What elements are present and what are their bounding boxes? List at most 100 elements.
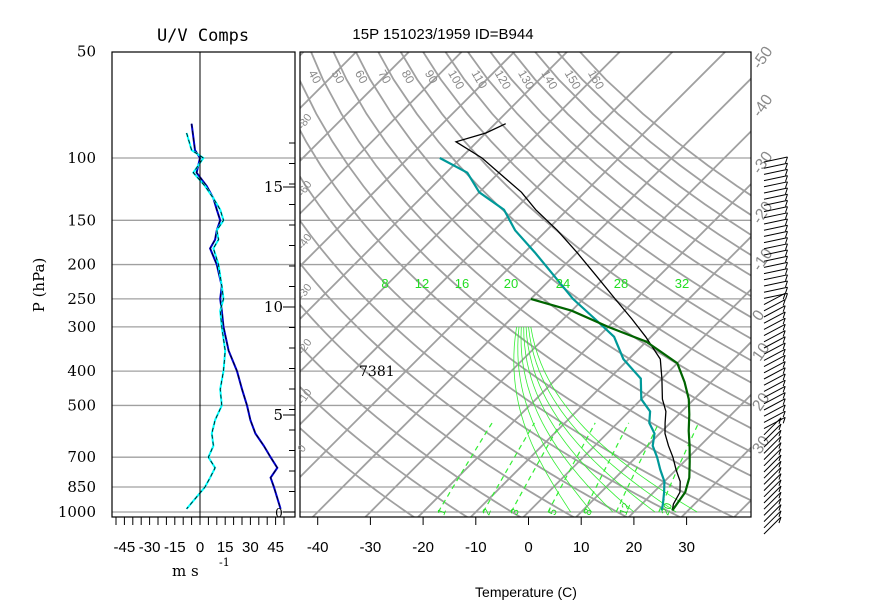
dry-adiabat — [300, 344, 522, 517]
dry-adiabat — [332, 52, 751, 430]
mixing-ratio-label: 28 — [614, 276, 628, 291]
wind-barb-flag — [778, 448, 782, 455]
wind-barb-staff — [763, 292, 786, 306]
wind-barb-flag — [782, 348, 786, 356]
wind-barb-staff — [763, 454, 782, 473]
dry-adiabat — [300, 385, 469, 517]
isotherm — [300, 52, 569, 321]
wind-barb-staff — [763, 410, 786, 423]
wind-barb-staff — [763, 361, 786, 374]
wind-barb-staff — [763, 206, 788, 213]
wind-barb-staff — [763, 261, 788, 268]
dry-adiabat — [354, 52, 751, 407]
wind-barb-staff — [763, 398, 786, 411]
mixing-ratio-line — [547, 422, 596, 513]
wind-barb-flag — [782, 311, 786, 319]
temp-x-tick-label: -30 — [360, 539, 382, 556]
wind-barb-flag — [785, 268, 788, 275]
wind-barb-staff — [763, 423, 782, 442]
pressure-tick-label: 300 — [67, 318, 96, 336]
isotherm — [416, 182, 751, 517]
wind-barb-flag — [778, 516, 782, 524]
uv-x-tick-label: -45 — [114, 539, 136, 556]
theta-label: 90 — [422, 68, 441, 87]
x-axis-label: Temperature (C) — [475, 584, 577, 600]
pressure-tick-label: 1000 — [58, 503, 96, 521]
moist-adiabat — [523, 326, 635, 513]
moist-adiabat — [525, 326, 656, 513]
moist-adiabat — [530, 326, 698, 513]
wind-barb-flag — [778, 492, 782, 499]
uv-x-label-exponent: -1 — [219, 556, 230, 569]
mixing-ratio-bottom-label: 1 — [436, 507, 449, 517]
wind-barb-staff — [763, 436, 782, 454]
wind-barb-staff — [763, 255, 788, 262]
mixing-ratio-bottom-label: 5 — [547, 507, 560, 517]
uv-x-label-text: m s — [172, 562, 199, 580]
mixing-ratio-bottom-label: 20 — [660, 501, 675, 517]
temp-x-tick-label: 10 — [573, 539, 590, 556]
mixing-ratio-line — [510, 422, 562, 513]
wind-barb-flag — [782, 367, 786, 374]
wind-barb-staff — [763, 516, 782, 535]
wind-barb-staff — [763, 168, 788, 175]
dry-adiabat — [300, 78, 751, 477]
wind-barb-staff — [763, 429, 782, 448]
isotherm — [680, 446, 751, 517]
wind-barb-flag — [782, 373, 786, 381]
wind-barb-staff — [763, 510, 782, 529]
wind-barb-staff — [763, 218, 788, 225]
uv-panel-frame — [111, 51, 296, 518]
wind-barb-staff — [763, 367, 786, 380]
wind-barb-staff — [763, 187, 788, 194]
isotherm — [300, 52, 305, 57]
theta-label: 140 — [538, 68, 560, 93]
theta-label: 50 — [329, 68, 348, 87]
dry-adiabat — [399, 52, 751, 362]
dry-adiabat — [310, 52, 751, 453]
pressure-tick-label: 150 — [67, 211, 96, 229]
isotherm-edge-label: -10 — [296, 387, 315, 407]
isotherm-label: -20 — [749, 199, 776, 228]
uv-x-tick-label: -30 — [139, 539, 161, 556]
uv-x-tick-label: 0 — [196, 539, 204, 556]
uv-x-label: m s -1 — [172, 556, 230, 580]
mixing-ratio-label: 20 — [504, 276, 518, 291]
wind-barb-staff — [763, 199, 788, 206]
wind-barb-flag — [778, 430, 782, 437]
wind-barb-flag — [778, 473, 782, 480]
temp-x-tick-label: -20 — [412, 539, 434, 556]
mixing-ratio-bottom-label: 3 — [509, 507, 522, 517]
wind-barb-staff — [763, 274, 788, 281]
mixing-ratio-line — [437, 422, 493, 513]
wind-barb-flag — [782, 330, 786, 337]
theta-label: 80 — [399, 68, 418, 87]
theta-label: 70 — [375, 68, 394, 87]
height-label: 5 — [273, 406, 283, 424]
wind-barb-flag — [778, 467, 782, 474]
wind-barbs — [763, 156, 788, 535]
wind-barb-flag — [785, 262, 788, 269]
wind-barb-flag — [782, 336, 786, 343]
theta-label: 60 — [352, 68, 371, 87]
wind-barb-flag — [785, 274, 788, 281]
pressure-tick-label: 700 — [67, 448, 96, 466]
wind-barb-flag — [785, 225, 788, 232]
wind-barb-staff — [763, 280, 788, 287]
mixing-ratio-line — [615, 422, 660, 513]
wind-barb-flag — [778, 510, 782, 517]
wind-barb-flag — [785, 243, 788, 250]
dry-adiabat — [489, 52, 751, 277]
wind-barb-staff — [763, 311, 786, 324]
wind-barb-flag — [782, 361, 786, 368]
isotherm-label: -40 — [749, 92, 776, 121]
wind-barb-staff — [763, 460, 782, 479]
wind-barb-staff — [763, 342, 786, 355]
temp-x-tick-label: -10 — [465, 539, 487, 556]
wind-barb-staff — [763, 317, 786, 330]
temp-x-tick-label: 30 — [678, 539, 695, 556]
wind-barb-flag — [785, 256, 788, 263]
wind-barb-flag — [785, 200, 788, 207]
